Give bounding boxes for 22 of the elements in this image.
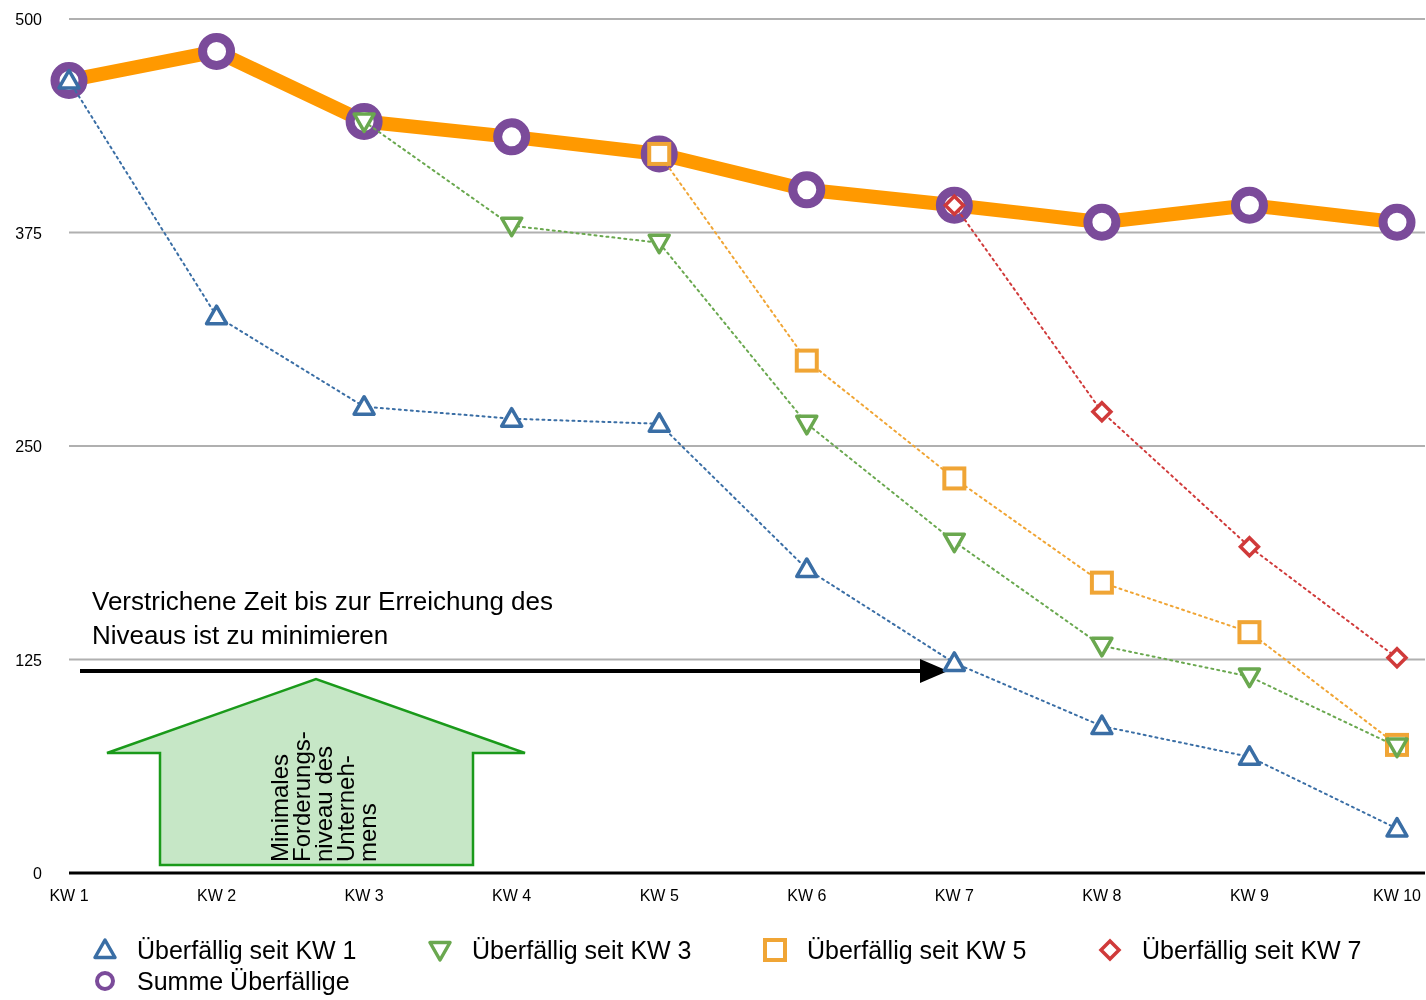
legend-label: Überfällig seit KW 3: [472, 936, 692, 964]
x-tick-label: KW 10: [1372, 887, 1422, 904]
legend-label: Überfällig seit KW 5: [807, 936, 1027, 964]
y-tick-label: 125: [15, 651, 43, 669]
x-tick-label: KW 4: [492, 887, 532, 904]
annotation: Verstrichene Zeit bis zur Erreichung des Niveaus ist zu minimieren: [92, 586, 553, 650]
x-tick-label: KW 5: [639, 887, 679, 904]
y-tick-label: 0: [33, 865, 43, 882]
x-tick-label: KW 1: [49, 887, 89, 904]
x-tick-label: KW 9: [1229, 887, 1270, 904]
y-tick-label: 500: [15, 11, 43, 28]
y-tick-label: 375: [15, 224, 43, 242]
y-tick-label: 250: [15, 438, 43, 455]
x-tick-label: KW 2: [196, 887, 237, 904]
legend-label: Überfällig seit KW 7: [1142, 936, 1362, 964]
x-tick-label: KW 6: [787, 887, 827, 904]
x-tick-label: KW 3: [344, 887, 384, 904]
x-tick-label: KW 7: [934, 887, 974, 904]
legend-label: Summe Überfällige: [137, 967, 350, 995]
legend-label: Überfällig seit KW 1: [137, 936, 357, 964]
x-tick-label: KW 8: [1082, 887, 1122, 904]
annotation: Minimales Forderungs- niveau des Unterneh- mens: [266, 731, 381, 862]
